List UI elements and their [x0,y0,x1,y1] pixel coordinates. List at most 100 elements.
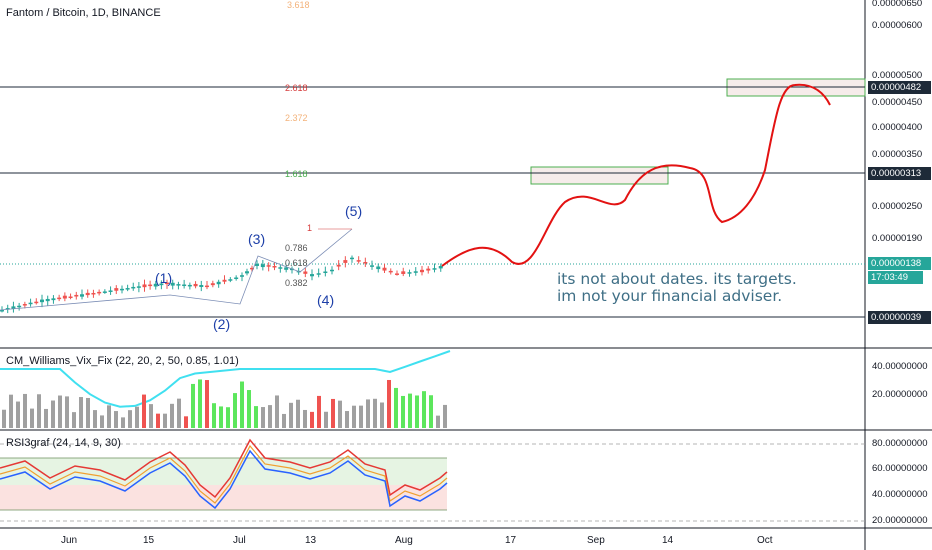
candle-body [438,266,443,269]
candle-body [91,292,96,295]
vix-bar [86,397,90,428]
price-badge-313: 0.00000313 [868,167,931,180]
vix-bar [324,411,328,428]
fib-label-2618: 2.618 [285,83,308,93]
candle-body [131,286,136,289]
vix-bar [338,400,342,428]
rsi-tick: 60.00000000 [872,463,928,474]
candle-body [303,271,308,274]
vix-bar [289,402,293,428]
vix-bar [408,393,412,428]
candle-body [148,284,153,287]
fib-label-0382: 0.382 [285,278,308,288]
candle-body [45,298,50,302]
candle-body [272,266,277,268]
wave-label-2: (2) [213,316,231,332]
annotation-note: its not about dates. its targets. im not… [557,271,797,305]
candle-body [136,286,141,288]
candle-body [5,308,10,310]
vix-bar [44,408,48,428]
rsi-line-blue [0,449,448,510]
candle-body [255,263,259,266]
vix-bar [163,413,167,428]
vix-bar [240,381,244,428]
candle-body [142,284,147,288]
candle-body [228,279,233,281]
vix-tick: 20.00000000 [872,389,928,400]
price-tick: 0.00000650 [872,0,923,9]
wave-count-line [0,228,353,311]
candle-body [22,304,27,306]
vix-bar [345,411,349,428]
candle-body [310,274,314,277]
vix-bar [429,395,433,428]
price-badge-482: 0.00000482 [868,81,931,94]
fib-label-1618: 1.618 [285,169,308,179]
projection-curve [441,83,831,267]
candle-body [74,294,79,297]
candle-body [199,285,204,288]
candle-body [193,283,198,287]
price-tick: 0.00000600 [872,20,923,31]
candle-body [432,268,437,270]
vix-bar [30,408,34,428]
rsi-tick: 40.00000000 [872,489,928,500]
rsi-indicator-title[interactable]: RSI3graf (24, 14, 9, 30) [6,437,121,449]
candle-body [250,267,254,270]
price-tick: 0.00000450 [872,97,923,108]
candle-body [62,295,67,299]
vix-bar [128,410,132,428]
vix-bar [401,395,405,428]
vix-bar [296,399,300,428]
rsi-line-orange [0,444,448,504]
annotation-line-1: its not about dates. its targets. [557,270,797,288]
vix-bar [2,409,6,428]
fib-label-2372: 2.372 [285,113,308,123]
vix-bar [268,405,272,428]
time-tick: Oct [757,535,773,546]
vix-bar [93,410,97,428]
candle-body [97,291,102,294]
vix-bar [198,379,202,428]
vix-indicator-title[interactable]: CM_Williams_Vix_Fix (22, 20, 2, 50, 0.85… [6,355,239,367]
candle-body [363,261,368,264]
time-tick: Sep [587,535,605,546]
vix-bar [79,397,83,428]
vix-bar [23,393,27,428]
vix-bar [310,411,314,428]
candle-body [210,283,215,286]
bar-countdown: 17:03:49 [868,271,923,284]
candle-body [153,283,158,287]
candle-body [51,298,56,301]
vix-bar [443,404,447,428]
vix-bar [226,407,230,428]
rsi-tick: 20.00000000 [872,515,928,526]
candle-body [0,309,4,312]
vix-bar [149,404,153,428]
candle-body [284,267,289,270]
time-tick: 15 [143,535,155,546]
time-tick: 14 [662,535,674,546]
candle-body [395,273,399,275]
vix-bar [114,411,118,428]
candle-body [234,277,239,279]
fib-label-0786: 0.786 [285,243,308,253]
vix-bar [121,417,125,428]
candle-body [120,288,124,291]
vix-bar [233,393,237,428]
vix-bar [205,380,209,428]
target-box-1 [530,166,669,185]
price-tick: 0.00000190 [872,233,923,244]
rsi-upper-zone [0,458,447,485]
fib-label-3618: 3.618 [287,0,310,10]
candle-body [170,282,175,286]
candle-body [407,272,412,274]
candle-body [108,290,113,292]
vix-bar [317,395,321,428]
candle-body [222,279,227,282]
candle-body [413,271,418,273]
candle-body [125,288,130,290]
vix-tick: 40.00000000 [872,361,928,372]
